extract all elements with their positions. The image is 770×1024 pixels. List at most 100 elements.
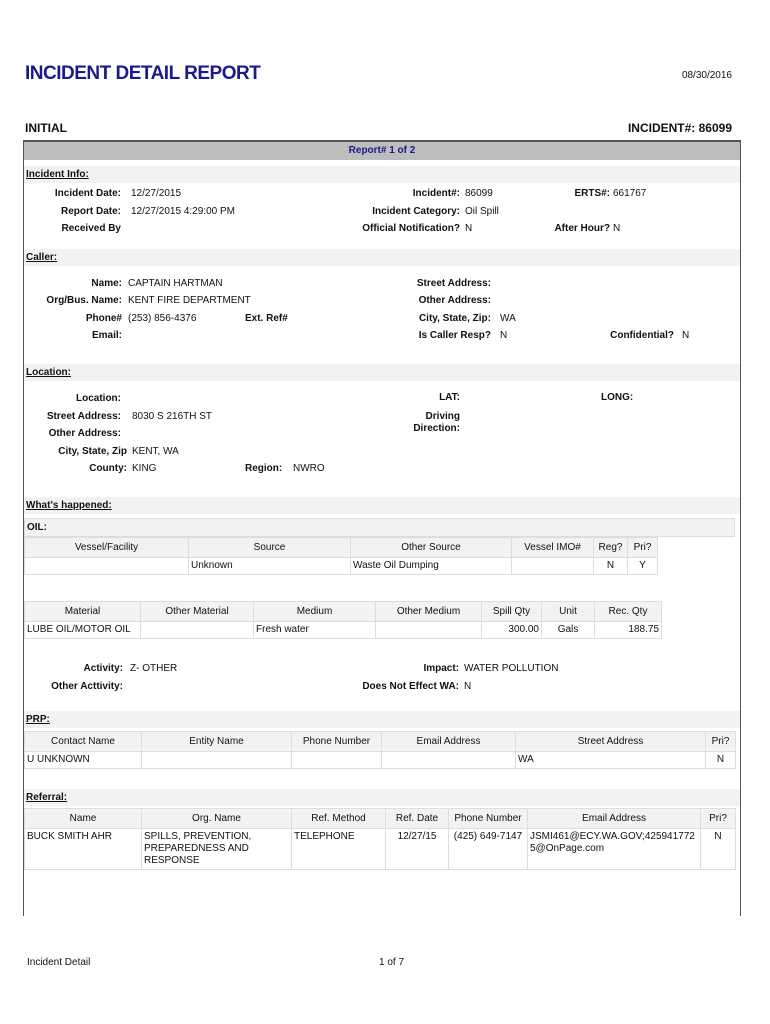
- report-date: 12/27/2015 4:29:00 PM: [131, 206, 235, 217]
- column-header: Vessel/Facility: [24, 537, 189, 558]
- prp-table: Contact Name Entity Name Phone Number Email…: [24, 731, 736, 769]
- label: Street Address:: [416, 278, 491, 289]
- label: Does Not Effect WA:: [362, 681, 459, 692]
- table-cell: N: [700, 828, 736, 870]
- label: Other Acttivity:: [51, 681, 123, 692]
- label: Impact:: [423, 663, 459, 674]
- table-cell: [291, 751, 382, 769]
- label: Confidential?: [610, 330, 674, 341]
- table-header-row: Vessel/Facility Source Other Source Vessel …: [24, 537, 658, 558]
- print-date: 08/30/2016: [681, 70, 732, 81]
- table-cell: N: [593, 557, 628, 575]
- table-header-row: Name Org. Name Ref. Method Ref. Date Phone N…: [24, 808, 736, 829]
- table-cell: SPILLS, PREVENTION, PREPAREDNESS AND RES…: [141, 828, 292, 870]
- activity: Z- OTHER: [130, 663, 178, 674]
- section-incident-info: Incident Info:: [24, 166, 740, 183]
- label: Org/Bus. Name:: [46, 295, 122, 306]
- table-cell: (425) 649-7147: [448, 828, 528, 870]
- after-hour: N: [613, 223, 621, 234]
- column-header: Pri?: [627, 537, 658, 558]
- section-prp: PRP:: [24, 711, 740, 728]
- not-effect-wa: N: [464, 681, 472, 692]
- column-header: Unit: [541, 601, 595, 622]
- location-csz: KENT, WA: [132, 446, 179, 457]
- incident-date: 12/27/2015: [131, 188, 182, 199]
- official-notification: N: [465, 223, 473, 234]
- incident-number-heading: INCIDENT#: 86099: [627, 121, 732, 135]
- material-table: Material Other Material Medium Other Medium…: [24, 601, 662, 639]
- table-cell: TELEPHONE: [291, 828, 386, 870]
- column-header: Phone Number: [291, 731, 382, 752]
- column-header: Ref. Date: [385, 808, 449, 829]
- label: Official Notification?: [362, 223, 460, 234]
- table-cell: WA: [515, 751, 706, 769]
- incident-no: 86099: [465, 188, 493, 199]
- table-cell: [141, 751, 292, 769]
- label: Email:: [91, 330, 122, 341]
- table-header-row: Contact Name Entity Name Phone Number Email…: [24, 731, 736, 752]
- column-header: Vessel IMO#: [511, 537, 594, 558]
- table-row: LUBE OIL/MOTOR OIL Fresh water 300.00 Gals 1…: [24, 621, 662, 639]
- column-header: Org. Name: [141, 808, 292, 829]
- column-header: Source: [188, 537, 351, 558]
- erts-no: 661767: [613, 188, 647, 199]
- footer-label: Incident Detail: [27, 957, 91, 968]
- column-header: Other Medium: [375, 601, 482, 622]
- label: Name:: [91, 278, 122, 289]
- caller-name: CAPTAIN HARTMAN: [128, 278, 223, 289]
- label: County:: [89, 463, 127, 474]
- column-header: Phone Number: [448, 808, 528, 829]
- page-number: 1 of 7: [379, 957, 405, 968]
- label: LONG:: [601, 392, 634, 403]
- label: Street Address:: [46, 411, 121, 422]
- table-row: BUCK SMITH AHR SPILLS, PREVENTION, PREPAR…: [24, 828, 736, 870]
- table-cell: Fresh water: [253, 621, 376, 639]
- label: Incident#:: [412, 188, 460, 199]
- table-row: U UNKNOWN WA N: [24, 751, 736, 769]
- table-cell: Unknown: [188, 557, 351, 575]
- confidential: N: [682, 330, 690, 341]
- section-whats-happened: What's happened:: [24, 497, 740, 514]
- table-cell: 12/27/15: [385, 828, 449, 870]
- column-header: Name: [24, 808, 142, 829]
- caller-resp: N: [500, 330, 508, 341]
- table-row: Unknown Waste Oil Dumping N Y: [24, 557, 658, 575]
- column-header: Contact Name: [24, 731, 142, 752]
- table-cell: [381, 751, 516, 769]
- report-frame: [23, 140, 741, 916]
- vessel-table: Vessel/Facility Source Other Source Vessel …: [24, 537, 658, 575]
- label: Is Caller Resp?: [418, 330, 491, 341]
- table-cell: Gals: [541, 621, 595, 639]
- table-header-row: Material Other Material Medium Other Medium…: [24, 601, 662, 622]
- incident-category: Oil Spill: [465, 206, 499, 217]
- table-cell: 300.00: [481, 621, 542, 639]
- column-header: Email Address: [381, 731, 516, 752]
- table-cell: [375, 621, 482, 639]
- table-cell: Y: [627, 557, 658, 575]
- label: City, State, Zip: [58, 446, 127, 457]
- region: NWRO: [293, 463, 325, 474]
- column-header: Entity Name: [141, 731, 292, 752]
- column-header: Medium: [253, 601, 376, 622]
- label: Report Date:: [60, 206, 121, 217]
- caller-csz: WA: [500, 313, 516, 324]
- oil-heading: OIL:: [24, 518, 735, 537]
- caller-org: KENT FIRE DEPARTMENT: [128, 295, 251, 306]
- column-header: Material: [24, 601, 141, 622]
- column-header: Ref. Method: [291, 808, 386, 829]
- column-header: Spill Qty: [481, 601, 542, 622]
- label: Received By: [61, 223, 121, 234]
- label: Driving: [425, 411, 460, 422]
- section-referral: Referral:: [24, 789, 740, 806]
- impact: WATER POLLUTION: [464, 663, 559, 674]
- county: KING: [132, 463, 157, 474]
- label: Direction:: [413, 423, 460, 434]
- column-header: Other Source: [350, 537, 512, 558]
- table-cell: Waste Oil Dumping: [350, 557, 512, 575]
- table-cell: JSMI461@ECY.WA.GOV;4259417725@OnPage.com: [527, 828, 701, 870]
- table-cell: LUBE OIL/MOTOR OIL: [24, 621, 141, 639]
- column-header: Reg?: [593, 537, 628, 558]
- report-status: INITIAL: [25, 121, 67, 135]
- referral-table: Name Org. Name Ref. Method Ref. Date Phone N…: [24, 808, 736, 870]
- label: Other Address:: [48, 428, 121, 439]
